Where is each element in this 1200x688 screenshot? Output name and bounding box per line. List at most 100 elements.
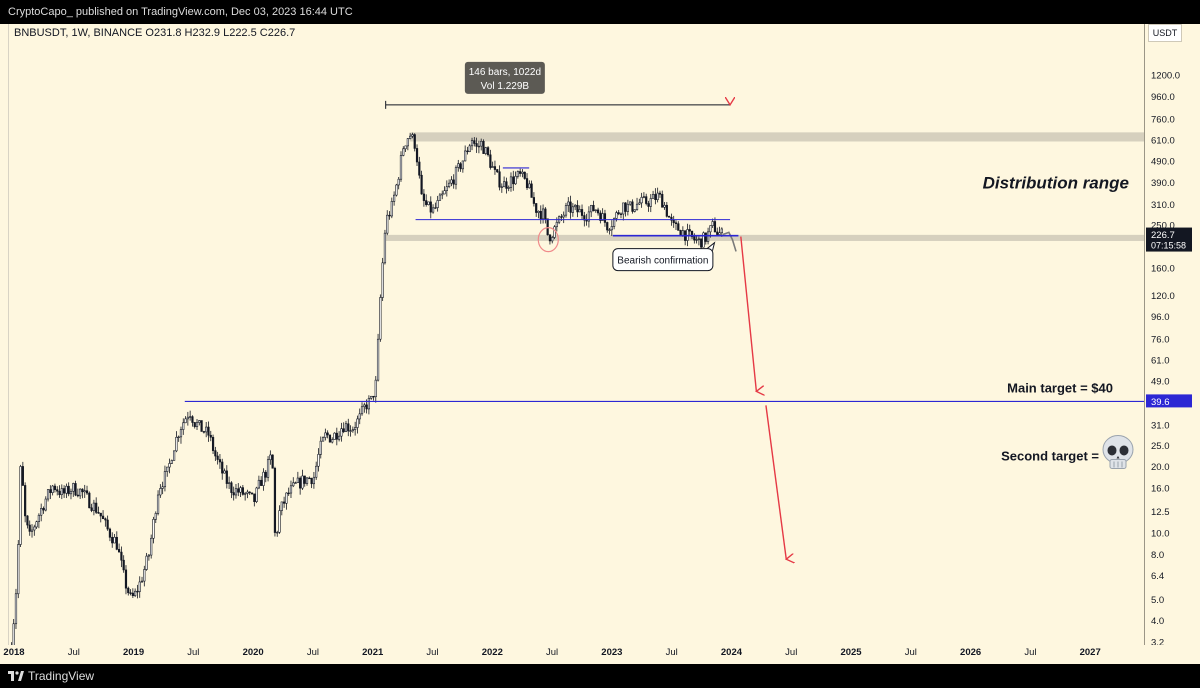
time-axis-tick-label: 2019: [123, 647, 144, 658]
candle-up: [638, 202, 641, 205]
candle-down: [619, 213, 623, 215]
time-axis-tick-label: Jul: [426, 647, 438, 658]
candle-down: [67, 485, 70, 495]
candle-up: [537, 210, 540, 213]
candle-down: [546, 218, 549, 236]
candle-down: [569, 201, 572, 213]
candle-up: [571, 206, 574, 213]
wick-circle[interactable]: [537, 227, 559, 253]
candle-up: [509, 176, 513, 188]
candle-up: [434, 207, 437, 209]
candle-up: [317, 454, 320, 467]
candle-down: [498, 171, 501, 188]
candle-down: [122, 559, 125, 571]
price-axis-tick-label: 31.0: [1151, 420, 1170, 431]
candle-up: [92, 502, 95, 511]
candle-up: [138, 581, 141, 592]
candle-down: [237, 488, 240, 493]
price-chart[interactable]: 146 bars, 1022d Vol 1.229B Bearish confirm…: [9, 24, 1145, 659]
candle-up: [438, 194, 442, 201]
zone-range-top[interactable]: [409, 132, 1145, 142]
candle-down: [81, 488, 84, 493]
candle-up: [69, 490, 73, 495]
candle-up: [198, 420, 201, 423]
tradingview-logo-icon: [8, 671, 24, 681]
candle-up: [186, 416, 189, 420]
candle-up: [354, 427, 357, 430]
zone-range-bottom[interactable]: [385, 234, 1145, 241]
candle-down: [580, 209, 584, 216]
candle-up: [613, 218, 616, 227]
target-arrow-2[interactable]: [765, 405, 786, 559]
candle-up: [503, 181, 506, 188]
candle-up: [140, 580, 144, 583]
candle-up: [553, 226, 556, 238]
candle-up: [83, 490, 86, 493]
candle-up: [44, 498, 47, 511]
candle-up: [159, 488, 162, 496]
candle-down: [303, 475, 306, 484]
candle-down: [101, 515, 105, 520]
candle-up: [255, 487, 258, 502]
candle-up: [72, 483, 75, 492]
candle-up: [177, 436, 180, 438]
candle-down: [53, 485, 57, 490]
candle-up: [257, 479, 260, 489]
candle-up: [706, 231, 710, 242]
candle-up: [79, 488, 82, 497]
candle-down: [544, 208, 547, 220]
candle-down: [326, 432, 329, 436]
candle-up: [610, 226, 613, 231]
candle-down: [104, 518, 107, 521]
tradingview-logo[interactable]: TradingView: [8, 664, 94, 688]
candle-up: [333, 432, 336, 440]
candle-up: [166, 466, 169, 472]
main-target-label: Main target = $40: [1007, 380, 1113, 395]
candle-down: [425, 200, 428, 205]
candle-up: [681, 230, 684, 236]
target-arrow-1[interactable]: [740, 236, 757, 392]
price-axis-tick-label: 390.0: [1151, 178, 1175, 189]
candle-up: [143, 569, 146, 582]
time-axis-tick-label: 2018: [3, 647, 24, 658]
candle-down: [253, 493, 256, 502]
candle-down: [599, 212, 602, 221]
candle-up: [461, 160, 464, 170]
time-axis[interactable]: 2018 Jul 2019 Jul 2020 Jul 2021 Jul 2022 Jul 2023 J…: [0, 645, 1144, 664]
candle-up: [507, 187, 510, 189]
price-axis-tick-label: 25.0: [1151, 441, 1170, 452]
candle-up: [702, 232, 705, 248]
price-axis-tick-label: 5.0: [1151, 595, 1164, 606]
candle-up: [358, 413, 361, 420]
candle-up: [51, 485, 54, 493]
candle-up: [305, 477, 309, 484]
candle-down: [665, 204, 668, 217]
candle-up: [491, 166, 494, 168]
candle-down: [299, 477, 302, 489]
candle-up: [35, 521, 38, 528]
currency-button[interactable]: USDT: [1148, 24, 1182, 42]
candle-up: [156, 494, 160, 514]
candle-down: [422, 193, 426, 201]
candle-down: [596, 209, 600, 214]
plot-area[interactable]: 146 bars, 1022d Vol 1.229B Bearish confirm…: [8, 24, 1145, 659]
candle-down: [248, 491, 251, 494]
candle-down: [576, 204, 579, 213]
time-axis-tick-label: 2020: [243, 647, 264, 658]
candle-down: [475, 143, 478, 147]
candle-up: [404, 145, 407, 150]
candle-up: [285, 492, 288, 504]
candle-up: [450, 179, 453, 184]
candle-down: [49, 489, 52, 493]
price-axis[interactable]: 3.2 4.0 5.0 6.4 8.0 10.0 12.5 16.0 20.0 25.0 31.0 4…: [1144, 24, 1200, 648]
candle-down: [200, 420, 203, 432]
candle-down: [525, 178, 529, 189]
price-axis-tick-label: 310.0: [1151, 200, 1175, 211]
candle-up: [269, 454, 272, 461]
candle-down: [429, 201, 432, 213]
candle-up: [147, 554, 150, 557]
candle-down: [85, 490, 89, 494]
candle-down: [214, 450, 217, 457]
candle-down: [287, 492, 290, 495]
bearish-confirmation-callout[interactable]: [612, 248, 714, 272]
